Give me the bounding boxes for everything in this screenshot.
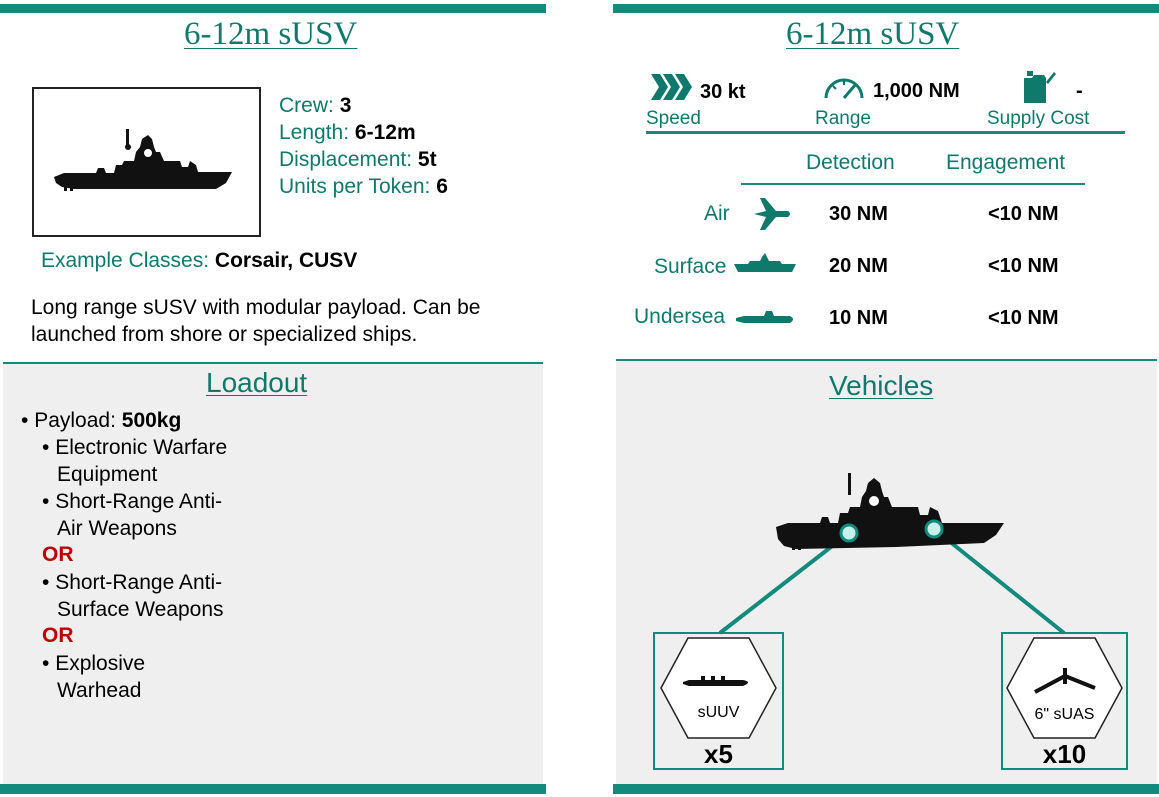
row-undersea-label: Undersea	[634, 305, 726, 328]
row-surface-label: Surface	[654, 255, 727, 278]
example-classes-label: Example Classes:	[41, 249, 210, 272]
stat-crew: Crew: 3	[279, 92, 351, 119]
stat-displacement-value: 5t	[417, 148, 437, 171]
loadout-item-ew-line1: Electronic Warfare	[55, 436, 228, 459]
stat-length-label: Length:	[279, 121, 350, 144]
stat-units-label: Units per Token:	[279, 175, 431, 198]
speed-value: 30 kt	[700, 81, 746, 103]
left-card-title: 6-12m sUSV	[184, 16, 358, 52]
or-label-2: OR	[42, 624, 74, 647]
header-engagement: Engagement	[946, 151, 1066, 174]
mothership-diagram	[718, 473, 1066, 635]
row-air-engagement: <10 NM	[988, 203, 1059, 225]
chevrons-icon	[651, 74, 692, 100]
drone-icon	[1034, 668, 1096, 694]
header-detection: Detection	[806, 151, 895, 174]
vehicle-name-suas: 6" sUAS	[1034, 706, 1095, 723]
vehicle-card-suas: 6" sUAS x10	[1001, 632, 1128, 770]
stat-crew-value: 3	[339, 94, 352, 117]
ship-silhouette-icon-large	[776, 473, 1004, 550]
vehicle-count-suuv: x5	[704, 739, 733, 769]
or-label-1: OR	[42, 543, 74, 566]
loadout-item-warhead-cont: Warhead	[57, 679, 142, 702]
row-air-label: Air	[704, 202, 730, 225]
submarine-icon	[683, 676, 748, 686]
airplane-icon	[754, 198, 790, 230]
loadout-item-air-line1: Short-Range Anti-	[55, 490, 223, 513]
submarine-icon	[736, 311, 793, 323]
stat-units-per-token: Units per Token: 6	[279, 173, 448, 200]
loadout-item-warhead-line1: Explosive	[55, 652, 146, 675]
right-bottom-bar	[613, 784, 1159, 794]
stat-length-value: 6-12m	[354, 121, 416, 144]
row-air-detection: 30 NM	[829, 203, 888, 225]
loadout-item-air: • Short-Range Anti-	[42, 490, 223, 513]
loadout-item-air-cont: Air Weapons	[57, 517, 177, 540]
supply-label: Supply Cost	[987, 108, 1090, 129]
row-undersea-engagement: <10 NM	[988, 307, 1059, 329]
right-card-title: 6-12m sUSV	[786, 16, 960, 52]
description-line-2: launched from shore or specialized ships…	[31, 323, 418, 346]
stat-displacement-label: Displacement:	[279, 148, 413, 171]
left-bottom-bar	[0, 784, 546, 794]
loadout-item-surface-line1: Short-Range Anti-	[55, 571, 223, 594]
vehicle-count-suas: x10	[1042, 739, 1087, 769]
vehicle-name-suuv: sUUV	[697, 704, 740, 721]
loadout-item-warhead: • Explosive	[42, 652, 146, 675]
ship-image-frame	[32, 87, 261, 237]
ship-silhouette-icon	[54, 129, 232, 191]
loadout-item-surface-cont: Surface Weapons	[57, 598, 224, 621]
loadout-item-ew: • Electronic Warfare	[42, 436, 228, 459]
stat-units-value: 6	[436, 175, 448, 198]
loadout-panel	[3, 362, 543, 784]
ship-icon	[734, 253, 796, 272]
vehicles-title: Vehicles	[829, 370, 934, 401]
description: Long range sUSV with modular payload. Ca…	[31, 294, 541, 348]
left-top-bar	[0, 4, 546, 13]
row-surface-detection: 20 NM	[829, 255, 888, 277]
description-line-1: Long range sUSV with modular payload. Ca…	[31, 296, 481, 319]
range-label: Range	[815, 108, 871, 129]
hexagon-frame	[660, 637, 777, 739]
vehicle-card-suuv: sUUV x5	[653, 632, 784, 770]
stat-crew-label: Crew:	[279, 94, 334, 117]
speed-label: Speed	[646, 108, 701, 129]
row-undersea-detection: 10 NM	[829, 307, 888, 329]
supply-value: -	[1076, 80, 1083, 102]
loadout-title: Loadout	[206, 367, 308, 398]
loadout-item-surface: • Short-Range Anti-	[42, 571, 223, 594]
stat-displacement: Displacement: 5t	[279, 146, 437, 173]
row-surface-engagement: <10 NM	[988, 255, 1059, 277]
right-top-bar	[613, 4, 1159, 13]
fuel-can-icon	[1024, 71, 1056, 103]
hexagon-frame	[1006, 637, 1123, 739]
loadout-item-ew-cont: Equipment	[57, 463, 158, 486]
table-header-divider	[741, 183, 1085, 185]
payload-value: 500kg	[121, 409, 182, 432]
payload-item: • Payload: 500kg	[21, 409, 182, 432]
stats-divider	[646, 131, 1125, 134]
stat-length: Length: 6-12m	[279, 119, 416, 146]
example-classes-value: Corsair, CUSV	[214, 249, 358, 272]
example-classes: Example Classes: Corsair, CUSV	[41, 247, 357, 274]
gauge-icon	[824, 78, 864, 99]
payload-label: Payload:	[34, 409, 116, 432]
range-value: 1,000 NM	[873, 80, 960, 102]
